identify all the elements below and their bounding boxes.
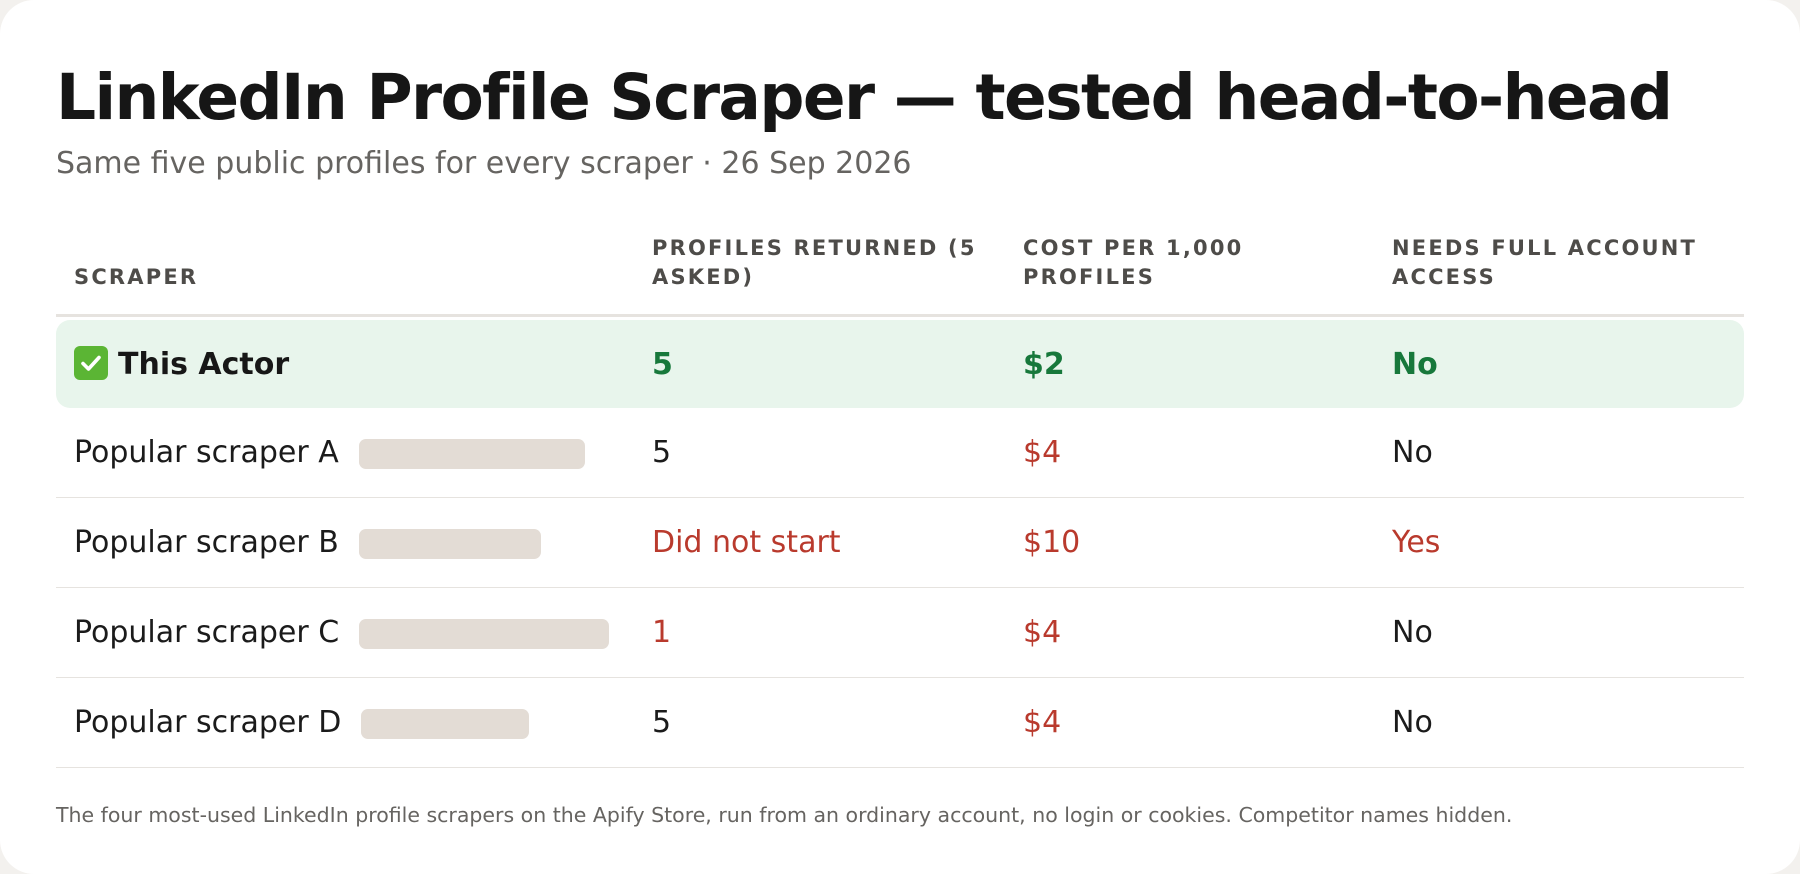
table-row: Popular scraper C 1 $4 No [56,588,1744,678]
account-access-cell: No [1374,588,1744,678]
profiles-returned-cell: 5 [634,408,1005,498]
winner-account-access: No [1374,320,1744,408]
account-access-cell: Yes [1374,498,1744,588]
table-row: Popular scraper B Did not start $10 Yes [56,498,1744,588]
redacted-name-bar [359,619,610,649]
scraper-name-cell: Popular scraper D [56,678,634,768]
account-access-cell: No [1374,678,1744,768]
comparison-table: SCRAPER PROFILES RETURNED (5 ASKED) COST… [56,218,1744,768]
profiles-returned-cell: Did not start [634,498,1005,588]
profiles-returned-cell: 5 [634,678,1005,768]
scraper-name: Popular scraper A [74,435,339,470]
cost-cell: $10 [1005,498,1374,588]
scraper-name: Popular scraper B [74,525,339,560]
scraper-name-cell: Popular scraper A [56,408,634,498]
table-row-winner: This Actor 5 $2 No [56,320,1744,408]
page-title: LinkedIn Profile Scraper — tested head-t… [56,61,1673,134]
account-access-cell: No [1374,408,1744,498]
cost-cell: $4 [1005,588,1374,678]
cost-cell: $4 [1005,408,1374,498]
check-mark-icon [74,346,108,380]
profiles-returned-cell: 1 [634,588,1005,678]
column-header-account-access: NEEDS FULL ACCOUNT ACCESS [1374,218,1744,317]
winner-name: This Actor [118,347,290,382]
column-header-profiles-returned: PROFILES RETURNED (5 ASKED) [634,218,1005,317]
page-subtitle: Same five public profiles for every scra… [56,146,912,181]
table-header-row: SCRAPER PROFILES RETURNED (5 ASKED) COST… [56,218,1744,317]
redacted-name-bar [358,439,585,469]
scraper-name: Popular scraper C [74,615,340,650]
table-row: Popular scraper A 5 $4 No [56,408,1744,498]
scraper-name: Popular scraper D [74,705,342,740]
column-header-scraper: SCRAPER [56,218,634,317]
scraper-name-cell: Popular scraper C [56,588,634,678]
winner-profiles-returned: 5 [634,320,1005,408]
cost-cell: $4 [1005,678,1374,768]
scraper-name-cell: Popular scraper B [56,498,634,588]
winner-cost: $2 [1005,320,1374,408]
column-header-cost: COST PER 1,000 PROFILES [1005,218,1374,317]
footnote: The four most-used LinkedIn profile scra… [56,803,1513,827]
winner-name-cell: This Actor [56,320,634,408]
table-row: Popular scraper D 5 $4 No [56,678,1744,768]
redacted-name-bar [358,529,541,559]
redacted-name-bar [361,709,530,739]
